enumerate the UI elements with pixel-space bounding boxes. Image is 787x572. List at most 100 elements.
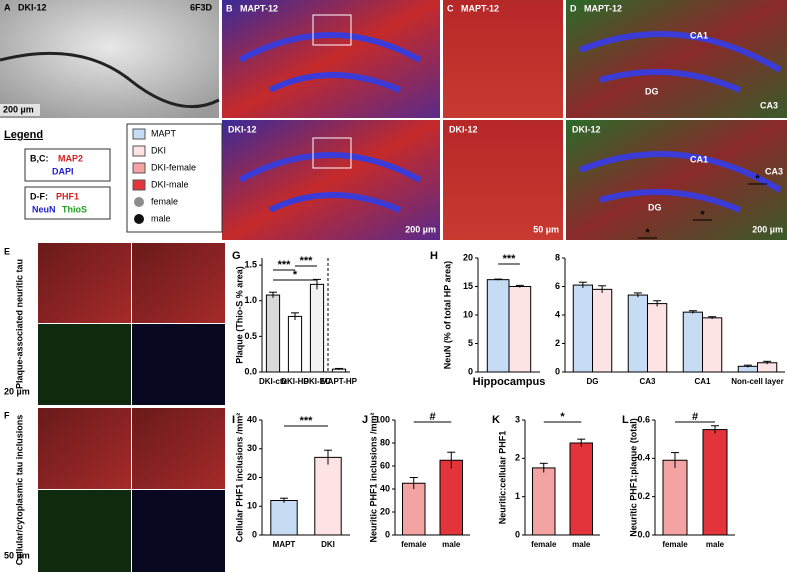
y-tick-label: 0 <box>515 529 520 539</box>
scale-label: 200 µm <box>752 224 783 234</box>
x-tick-label: Non-cell layer <box>731 377 783 386</box>
x-tick-label: male <box>706 540 725 549</box>
panel-letter: E <box>4 246 10 256</box>
y-tick-label: 2 <box>555 338 560 348</box>
significance: * <box>293 269 298 281</box>
y-tick-label: 0.2 <box>637 491 650 501</box>
significance: *** <box>300 415 314 427</box>
y-axis-label: NeuN (% of total HP area) <box>442 261 452 369</box>
bar <box>702 429 728 536</box>
y-tick-label: 40 <box>247 414 257 424</box>
bar <box>572 284 593 373</box>
legend-label: DKI-male <box>151 179 189 189</box>
legend-swatch <box>134 214 144 224</box>
y-axis-label: Cellular PHF1 inclusions /mm² <box>234 413 244 543</box>
region: DG <box>648 202 662 212</box>
x-tick-label: Hippocampus <box>473 376 546 388</box>
scale-label: 50 µm <box>4 550 30 560</box>
significance: *** <box>300 255 314 267</box>
legend-label: MAPT <box>151 128 177 138</box>
y-axis-label: Plaque (Thio-S % area) <box>234 266 244 364</box>
bar <box>309 283 325 373</box>
bar <box>647 303 668 373</box>
y-tick-label: 60 <box>380 460 390 470</box>
x-tick-label: male <box>442 540 461 549</box>
y-tick-label: 15 <box>463 281 473 291</box>
bar <box>314 456 342 536</box>
x-tick-label: DKI-EC <box>303 377 331 386</box>
y-tick-label: 4 <box>555 309 560 319</box>
side-label: Cellular/cytoplasmic tau inclusions <box>14 415 24 566</box>
x-tick-label: DKI <box>321 540 335 549</box>
bar <box>402 482 426 536</box>
x-tick-label: male <box>572 540 591 549</box>
scale-label: 50 µm <box>533 224 559 234</box>
bar <box>627 294 648 373</box>
legend-label: DKI-female <box>151 162 196 172</box>
y-tick-label: 1 <box>515 491 520 501</box>
significance: *** <box>503 253 517 265</box>
panel-letter: I <box>232 414 235 426</box>
label: 6F3D <box>190 2 213 12</box>
y-tick-label: 3 <box>515 414 520 424</box>
x-tick-label: DKI-ctx <box>259 377 288 386</box>
region: CA3 <box>760 100 778 110</box>
y-tick-label: 1.5 <box>244 260 257 270</box>
bar <box>265 294 281 373</box>
legend-text: MAP2 <box>58 153 83 163</box>
y-tick-label: 0.0 <box>637 529 650 539</box>
scale-label: 20 µm <box>4 386 30 396</box>
panel-letter: B <box>226 3 233 13</box>
label: MAPT-12 <box>584 3 622 13</box>
y-tick-label: 20 <box>463 252 473 262</box>
legend-swatch <box>132 179 146 191</box>
bar <box>270 500 298 536</box>
scale-label: 200 µm <box>3 104 34 114</box>
x-tick-label: DG <box>587 377 599 386</box>
y-tick-label: 0 <box>252 529 257 539</box>
significance: # <box>429 411 435 423</box>
x-tick-label: MAPT-HP <box>321 377 358 386</box>
y-tick-label: 0 <box>555 366 560 376</box>
y-tick-label: 0.4 <box>637 453 650 463</box>
bar <box>702 317 723 373</box>
x-tick-label: female <box>662 540 688 549</box>
legend-label: female <box>151 196 178 206</box>
panel-letter: F <box>4 410 10 420</box>
x-tick-label: CA1 <box>694 377 711 386</box>
panel-letter: G <box>232 250 241 262</box>
bar <box>662 459 688 536</box>
legend-swatch <box>132 162 146 174</box>
y-tick-label: 0.5 <box>244 331 257 341</box>
panel-letter: K <box>492 414 500 426</box>
y-tick-label: 20 <box>247 472 257 482</box>
y-axis-label: Neuritic:cellular PHF1 <box>497 431 507 525</box>
y-tick-label: 8 <box>555 252 560 262</box>
region: DG <box>645 86 659 96</box>
legend-text: ThioS <box>62 204 87 214</box>
label: MAPT-12 <box>240 3 278 13</box>
panel-letter: H <box>430 250 438 262</box>
y-tick-label: 20 <box>380 506 390 516</box>
panel-letter: J <box>362 414 368 426</box>
y-axis-label: Neuritic PHF1:plaque (total) <box>628 418 638 537</box>
significance: * <box>645 227 650 239</box>
label: DKI-12 <box>572 124 601 134</box>
panel-letter: L <box>622 414 629 426</box>
y-tick-label: 10 <box>463 309 473 319</box>
legend-label: male <box>151 213 171 223</box>
y-tick-label: 1.0 <box>244 295 257 305</box>
bar <box>569 442 593 536</box>
side-label: Plaque-associated neuritic tau <box>14 259 24 389</box>
y-tick-label: 6 <box>555 281 560 291</box>
y-tick-label: 0.6 <box>637 414 650 424</box>
significance: * <box>700 209 705 221</box>
panel-letter: D <box>570 3 577 13</box>
x-tick-label: MAPT <box>273 540 296 549</box>
legend-text: PHF1 <box>56 191 79 201</box>
bar <box>486 279 510 373</box>
x-tick-label: CA3 <box>639 377 656 386</box>
panel-letter: A <box>4 2 11 12</box>
